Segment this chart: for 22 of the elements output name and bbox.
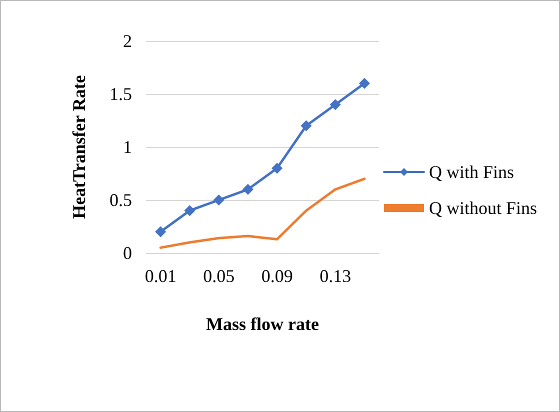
point bbox=[330, 99, 341, 110]
point bbox=[155, 226, 166, 238]
y-tick-label: 0.5 bbox=[110, 190, 132, 210]
y-tick-label: 0 bbox=[123, 243, 132, 263]
x-tick-label: 0.09 bbox=[261, 266, 293, 286]
y-tick-label: 1 bbox=[123, 137, 132, 157]
x-tick-label: 0.05 bbox=[203, 266, 235, 286]
y-tick-label: 1.5 bbox=[110, 84, 132, 104]
point bbox=[242, 184, 254, 195]
y-axis-title: HeatTransfer Rate bbox=[69, 75, 89, 219]
y-tick-label: 2 bbox=[123, 31, 132, 51]
point bbox=[358, 78, 370, 89]
legend-label: Q with Fins bbox=[429, 162, 514, 182]
x-tick-label: 0.13 bbox=[320, 266, 352, 286]
point bbox=[300, 120, 312, 132]
point bbox=[184, 205, 196, 216]
line-series bbox=[159, 178, 366, 249]
x-axis-title: Mass flow rate bbox=[206, 314, 319, 334]
x-tick-label: 0.01 bbox=[144, 266, 176, 286]
point bbox=[213, 194, 224, 206]
legend-label: Q without Fins bbox=[429, 198, 538, 218]
point bbox=[272, 162, 283, 174]
